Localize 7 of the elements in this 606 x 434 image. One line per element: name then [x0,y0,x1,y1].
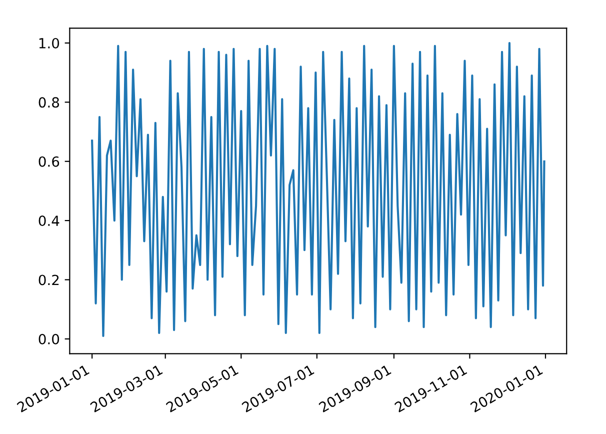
y-tick-label: 0.0 [38,334,60,344]
line-series [91,42,546,337]
y-tick-label: 0.4 [38,216,60,226]
y-tick-label: 0.2 [38,274,59,286]
y-tick-label: 0.8 [38,97,60,108]
y-tick-label: 0.6 [38,156,60,167]
y-tick-label: 1.0 [39,38,60,48]
